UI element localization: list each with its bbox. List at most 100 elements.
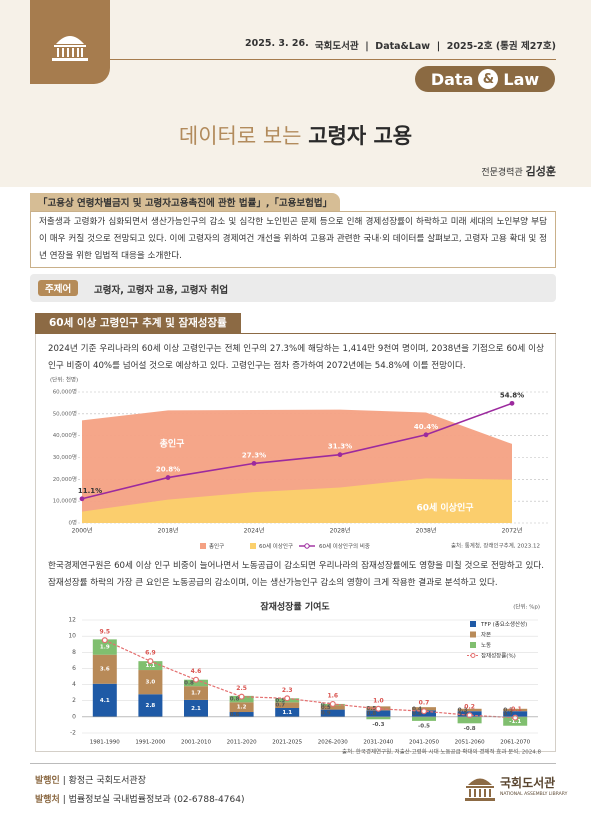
header-rule xyxy=(110,59,556,60)
x-tick-label: 1991-2000 xyxy=(135,740,165,746)
data-label: 1.6 xyxy=(327,692,338,699)
x-tick-label: 1981-1990 xyxy=(90,740,120,746)
data-label: 2.8 xyxy=(146,703,156,709)
footer-text: | 황정근 국회도서관장 xyxy=(62,776,146,786)
y-tick-label: 0 xyxy=(72,713,76,720)
bar xyxy=(366,710,391,717)
data-label: 0.8 xyxy=(184,680,194,686)
bar xyxy=(184,679,208,687)
line-marker xyxy=(421,708,428,715)
data-label: 31.3% xyxy=(328,443,352,451)
line xyxy=(104,639,516,719)
publication: 국회도서관 | Data&Law | 2025-2호 (통권 제27호) xyxy=(314,41,556,52)
source: 출처: 통계청, 장래인구추계, 2023.12 xyxy=(451,542,540,550)
y-tick-label: 10,000명 xyxy=(53,498,77,505)
content-box xyxy=(35,334,556,752)
badge-text: Law xyxy=(503,69,540,89)
area xyxy=(82,478,512,523)
data-label: 0.7 xyxy=(275,703,285,709)
y-tick-label: 2 xyxy=(72,697,76,704)
bar xyxy=(503,716,528,726)
paragraph: 2024년 기준 우리나라의 60세 이상 고령인구는 전체 인구의 27.3%… xyxy=(48,344,544,371)
footer-logo-en: NATIONAL ASSEMBLY LIBRARY xyxy=(500,792,568,797)
x-tick-label: 2051-2060 xyxy=(455,740,485,746)
footer-logo-icon xyxy=(465,778,495,801)
data-label: 2.3 xyxy=(282,687,293,694)
legend-marker xyxy=(470,653,476,658)
x-tick-label: 2031-2040 xyxy=(363,740,393,746)
date: 2025. 3. 26. xyxy=(245,38,309,49)
axis-unit: (단위: %p) xyxy=(513,603,540,611)
data-label: 0.8 xyxy=(412,711,422,717)
data-label: 0.5 xyxy=(367,706,377,712)
legend-label: 60세 이상인구의 비중 xyxy=(319,542,370,550)
bar xyxy=(503,711,528,717)
data-label: 9.5 xyxy=(99,629,110,636)
bar xyxy=(412,716,436,721)
data-label: -0.5 xyxy=(418,723,430,729)
line-marker xyxy=(337,452,343,458)
legend-label: 자본 xyxy=(481,631,491,639)
data-label: 0.7 xyxy=(419,700,430,707)
author-role: 전문경력관 xyxy=(481,168,523,178)
data-label: 0.7 xyxy=(503,712,513,718)
bar xyxy=(138,694,163,717)
logo-block xyxy=(30,0,110,84)
x-tick-label: 2041-2050 xyxy=(409,740,439,746)
bar xyxy=(503,708,528,712)
data-label: 11.1% xyxy=(78,487,102,495)
data-label: 4.1 xyxy=(100,698,110,704)
footer-logo: 국회도서관 xyxy=(500,776,556,790)
data-label: 1.1 xyxy=(282,710,292,716)
footer-label: 발행처 xyxy=(35,795,60,805)
line-marker xyxy=(284,695,291,702)
data-label: -1.1 xyxy=(509,719,521,725)
line-marker xyxy=(251,460,257,466)
bar xyxy=(229,702,254,713)
data-label: 0.4 xyxy=(412,706,422,712)
data-label: 1.1 xyxy=(146,663,156,669)
bar xyxy=(92,654,117,684)
y-tick-label: 20,000명 xyxy=(53,476,77,483)
x-tick-label: 2028년 xyxy=(330,527,351,535)
data-label: 1.2 xyxy=(237,705,247,711)
footer-label: 발행인 xyxy=(35,776,60,786)
line-marker xyxy=(165,475,171,480)
source: 출처: 한국경제연구원, 저출산·고령화 시대 노동공급 확대의 경제적 효과 … xyxy=(342,748,541,756)
y-tick-label: 30,000명 xyxy=(53,454,77,461)
y-tick-label: 60,000명 xyxy=(53,389,77,396)
bar xyxy=(275,707,300,717)
y-tick-label: 10 xyxy=(68,633,76,640)
intro-text: 저출생과 고령화가 심화되면서 생산가능인구의 감소 및 심각한 노인빈곤 문제… xyxy=(30,211,556,268)
y-tick-label: 4 xyxy=(72,681,76,688)
data-label: -0.8 xyxy=(464,726,476,732)
legend-label: TFP (총요소생산성) xyxy=(480,620,527,628)
data-label: -0.3 xyxy=(372,722,384,728)
bar xyxy=(366,716,391,720)
annotation: 총인구 xyxy=(160,438,185,450)
section-title: 60세 이상 고령인구 추계 및 잠재성장률 xyxy=(35,313,241,333)
bar xyxy=(229,712,254,717)
data-label: 0.8 xyxy=(367,711,377,717)
data-label: 4.6 xyxy=(191,668,202,675)
bar xyxy=(457,708,482,712)
x-tick-label: 2021-2025 xyxy=(272,740,302,746)
data-label: 20.8% xyxy=(156,466,180,474)
legend-label: 잠재성장률(%) xyxy=(481,652,516,660)
data-label: 0.3 xyxy=(503,707,513,713)
legend-swatch xyxy=(470,631,476,638)
line-marker xyxy=(238,693,245,700)
line-marker xyxy=(509,400,515,406)
data-label: -0.1 xyxy=(509,706,522,713)
data-label: 0.5 xyxy=(321,705,331,711)
legend-label: 노동 xyxy=(481,642,491,649)
y-tick-label: 0명 xyxy=(68,520,77,527)
annotation: 60세 이상인구 xyxy=(416,502,473,514)
badge-text: Data xyxy=(430,69,474,89)
line-marker xyxy=(79,496,85,502)
laws-tab: 「고용상 연령차별금지 및 고령자고용촉진에 관한 법률」,「고용보험법」 xyxy=(30,193,341,211)
footer-rule xyxy=(30,763,556,764)
legend-swatch xyxy=(470,621,476,627)
x-tick-label: 2000년 xyxy=(72,527,93,535)
